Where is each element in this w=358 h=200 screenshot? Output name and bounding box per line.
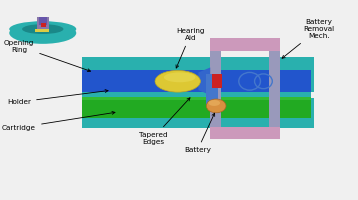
Ellipse shape [164, 72, 195, 82]
Ellipse shape [9, 22, 76, 44]
Text: Battery: Battery [184, 113, 215, 153]
Ellipse shape [9, 21, 76, 37]
Bar [296, 57, 314, 70]
Text: Battery
Removal
Mech.: Battery Removal Mech. [282, 19, 334, 58]
Bar [82, 70, 311, 92]
Bar [212, 74, 222, 88]
Text: Hearing
Aid: Hearing Aid [176, 28, 205, 68]
Bar [37, 17, 49, 31]
Bar [39, 17, 47, 25]
Bar [296, 70, 314, 92]
Bar [206, 74, 218, 104]
Bar [35, 29, 49, 32]
Bar [296, 116, 314, 128]
Bar [210, 39, 221, 139]
Bar [269, 39, 280, 139]
Ellipse shape [22, 24, 63, 34]
Bar [82, 98, 311, 118]
Polygon shape [198, 67, 210, 95]
Bar [82, 116, 311, 128]
Bar [82, 57, 110, 128]
Bar [210, 38, 280, 51]
Ellipse shape [155, 70, 200, 92]
Text: Opening
Ring: Opening Ring [4, 40, 91, 72]
Text: Holder: Holder [7, 90, 108, 105]
Bar [210, 127, 280, 139]
Bar [110, 70, 311, 92]
Bar [296, 98, 314, 118]
Ellipse shape [208, 100, 220, 106]
Bar [82, 57, 311, 70]
Text: Tapered
Edges: Tapered Edges [139, 98, 190, 145]
Bar [221, 70, 269, 92]
Bar [41, 23, 46, 27]
Ellipse shape [206, 99, 226, 113]
Bar [82, 97, 311, 100]
Polygon shape [155, 73, 172, 89]
Bar [82, 92, 311, 100]
Text: Cartridge: Cartridge [2, 111, 115, 131]
